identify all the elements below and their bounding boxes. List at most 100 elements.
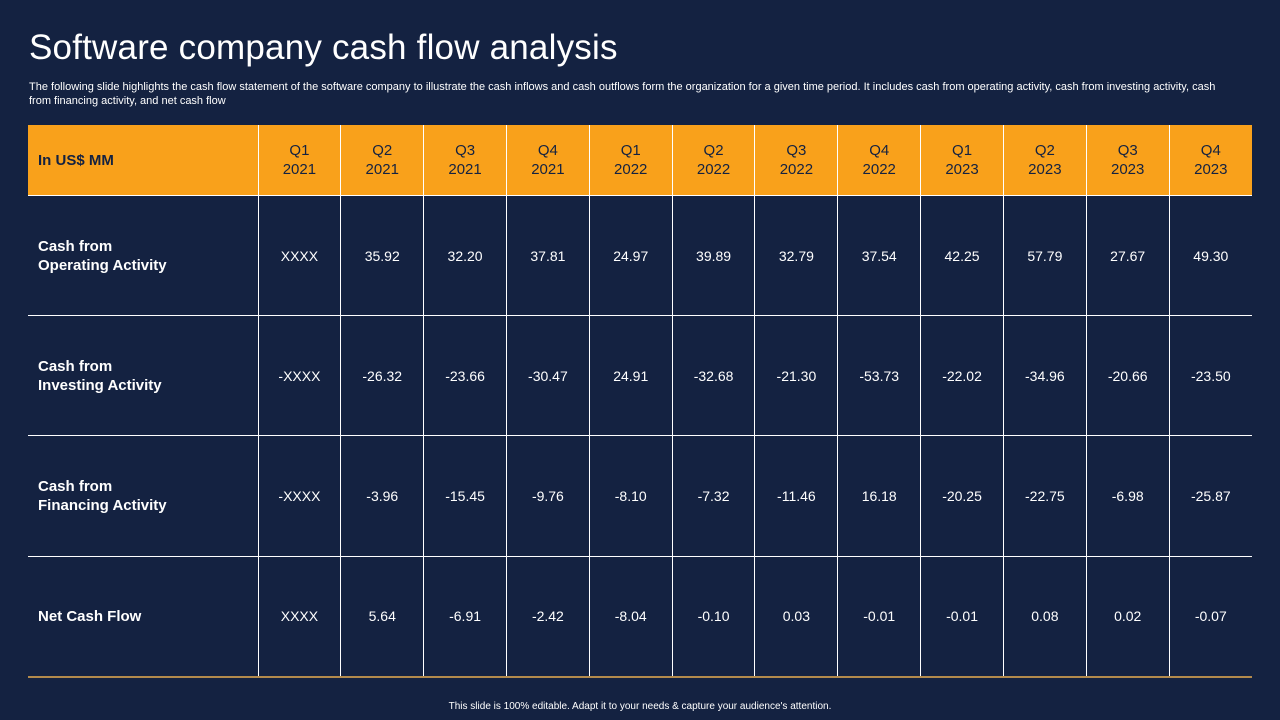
column-year: 2022: [696, 161, 731, 178]
table-row: Cash from Investing Activity -XXXX -26.32 -2…: [28, 315, 1252, 437]
table-cell: -9.76: [505, 435, 590, 557]
cell-value: 32.79: [778, 247, 814, 264]
cell-value: XXXX: [280, 608, 319, 625]
column-year: 2021: [531, 161, 565, 178]
slide-footer: This slide is 100% editable. Adapt it to…: [448, 701, 832, 712]
column-quarter: Q4: [537, 142, 558, 159]
row-label-line2: Financing Activity: [38, 497, 167, 515]
cell-value: 57.79: [1027, 247, 1063, 264]
table-cell: -30.47: [505, 315, 590, 437]
column-quarter: Q4: [869, 142, 890, 159]
corner-label: In US$ MM: [28, 125, 259, 196]
table-cell: -53.73: [837, 315, 922, 437]
table-cell: -2.42: [505, 555, 590, 678]
table-cell: -23.50: [1168, 315, 1252, 437]
table-cell: 0.02: [1085, 555, 1170, 678]
cell-value: 0.02: [1114, 608, 1142, 625]
table-cell: -34.96: [1002, 315, 1087, 437]
table-cell: 27.67: [1085, 194, 1170, 317]
table-cell: -26.32: [340, 315, 425, 437]
table-cell: -15.45: [423, 435, 507, 557]
table-cell: -0.01: [920, 555, 1004, 678]
cell-value: 24.91: [613, 367, 649, 384]
cell-value: -3.96: [366, 488, 399, 505]
cell-value: -15.45: [445, 488, 485, 505]
column-year: 2022: [779, 161, 814, 178]
cell-value: 39.89: [696, 247, 732, 264]
cell-value: -22.02: [942, 367, 982, 384]
table-row: Cash from Financing Activity -XXXX -3.96 -15…: [28, 435, 1252, 557]
table-cell: -20.66: [1085, 315, 1170, 437]
column-quarter: Q3: [455, 142, 476, 159]
cell-value: -8.04: [614, 608, 647, 625]
table-header-row: In US$ MM Q1 2021 Q2 2021 Q3 2021 Q4 2021 Q1 2022…: [28, 125, 1252, 196]
row-label-line1: Cash from: [38, 237, 113, 255]
column-year: 2022: [614, 161, 648, 178]
table-cell: -8.04: [588, 555, 673, 678]
table-cell: 16.18: [837, 435, 922, 557]
table-cell: 42.25: [920, 194, 1004, 317]
cell-value: -25.87: [1190, 488, 1231, 505]
cell-value: -0.10: [697, 608, 730, 625]
table-cell: 5.64: [340, 555, 425, 678]
row-label-line1: Cash from: [38, 478, 113, 496]
table-cell: -25.87: [1168, 435, 1252, 557]
table-row: Net Cash Flow XXXX 5.64 -6.91 -2.42 -8.04 -0.1…: [28, 555, 1252, 678]
cell-value: -20.66: [1107, 367, 1148, 384]
cell-value: 37.54: [861, 247, 897, 264]
table-cell: -22.02: [920, 315, 1004, 437]
column-year: 2023: [945, 161, 979, 178]
cell-value: -23.50: [1190, 367, 1231, 384]
cell-value: -23.66: [445, 367, 485, 384]
table-cell: -0.07: [1168, 555, 1252, 678]
table-cell: -11.46: [754, 435, 839, 557]
column-quarter: Q1: [952, 142, 973, 159]
table-cell: -32.68: [671, 315, 756, 437]
column-header: Q1 2022: [588, 125, 673, 196]
table-cell: 32.79: [754, 194, 839, 317]
table-cell: -6.91: [423, 555, 507, 678]
cell-value: -32.68: [693, 367, 734, 384]
cell-value: -0.01: [946, 608, 978, 625]
column-quarter: Q4: [1200, 142, 1221, 159]
table-cell: 37.81: [505, 194, 590, 317]
row-label: Cash from Investing Activity: [28, 315, 259, 437]
cell-value: 24.97: [613, 247, 649, 264]
cell-value: -XXXX: [278, 367, 321, 384]
column-quarter: Q3: [786, 142, 807, 159]
table-cell: -6.98: [1085, 435, 1170, 557]
cell-value: 49.30: [1193, 247, 1229, 264]
column-quarter: Q1: [620, 142, 641, 159]
table-cell: XXXX: [257, 555, 342, 678]
cell-value: -7.32: [697, 488, 730, 505]
table-cell: -XXXX: [257, 435, 342, 557]
table-cell: 0.03: [754, 555, 839, 678]
cell-value: 27.67: [1110, 247, 1146, 264]
cell-value: -9.76: [531, 488, 564, 505]
column-header: Q2 2023: [1002, 125, 1087, 196]
column-year: 2023: [1194, 161, 1228, 178]
column-header: Q1 2023: [920, 125, 1004, 196]
table-cell: 39.89: [671, 194, 756, 317]
slide-subtitle: The following slide highlights the cash …: [29, 81, 1216, 107]
cell-value: -2.42: [531, 608, 564, 625]
table-cell: 0.08: [1002, 555, 1087, 678]
table-cell: 24.97: [588, 194, 673, 317]
table-cell: 37.54: [837, 194, 922, 317]
row-label-line1: Cash from: [38, 357, 113, 375]
cell-value: 35.92: [364, 247, 400, 264]
cell-value: -8.10: [614, 488, 647, 505]
cell-value: 16.18: [861, 488, 897, 505]
cell-value: -30.47: [528, 367, 568, 384]
column-year: 2021: [365, 161, 399, 178]
table-cell: -8.10: [588, 435, 673, 557]
column-header: Q4 2022: [837, 125, 922, 196]
table-cell: 49.30: [1168, 194, 1252, 317]
column-year: 2021: [448, 161, 482, 178]
table-body: Cash from Operating Activity XXXX 35.92 32.2…: [28, 194, 1252, 678]
cell-value: 42.25: [944, 247, 980, 264]
cell-value: -6.98: [1111, 488, 1144, 505]
table-cell: -0.01: [837, 555, 922, 678]
cell-value: -6.91: [449, 608, 482, 625]
cell-value: -0.01: [863, 608, 896, 625]
